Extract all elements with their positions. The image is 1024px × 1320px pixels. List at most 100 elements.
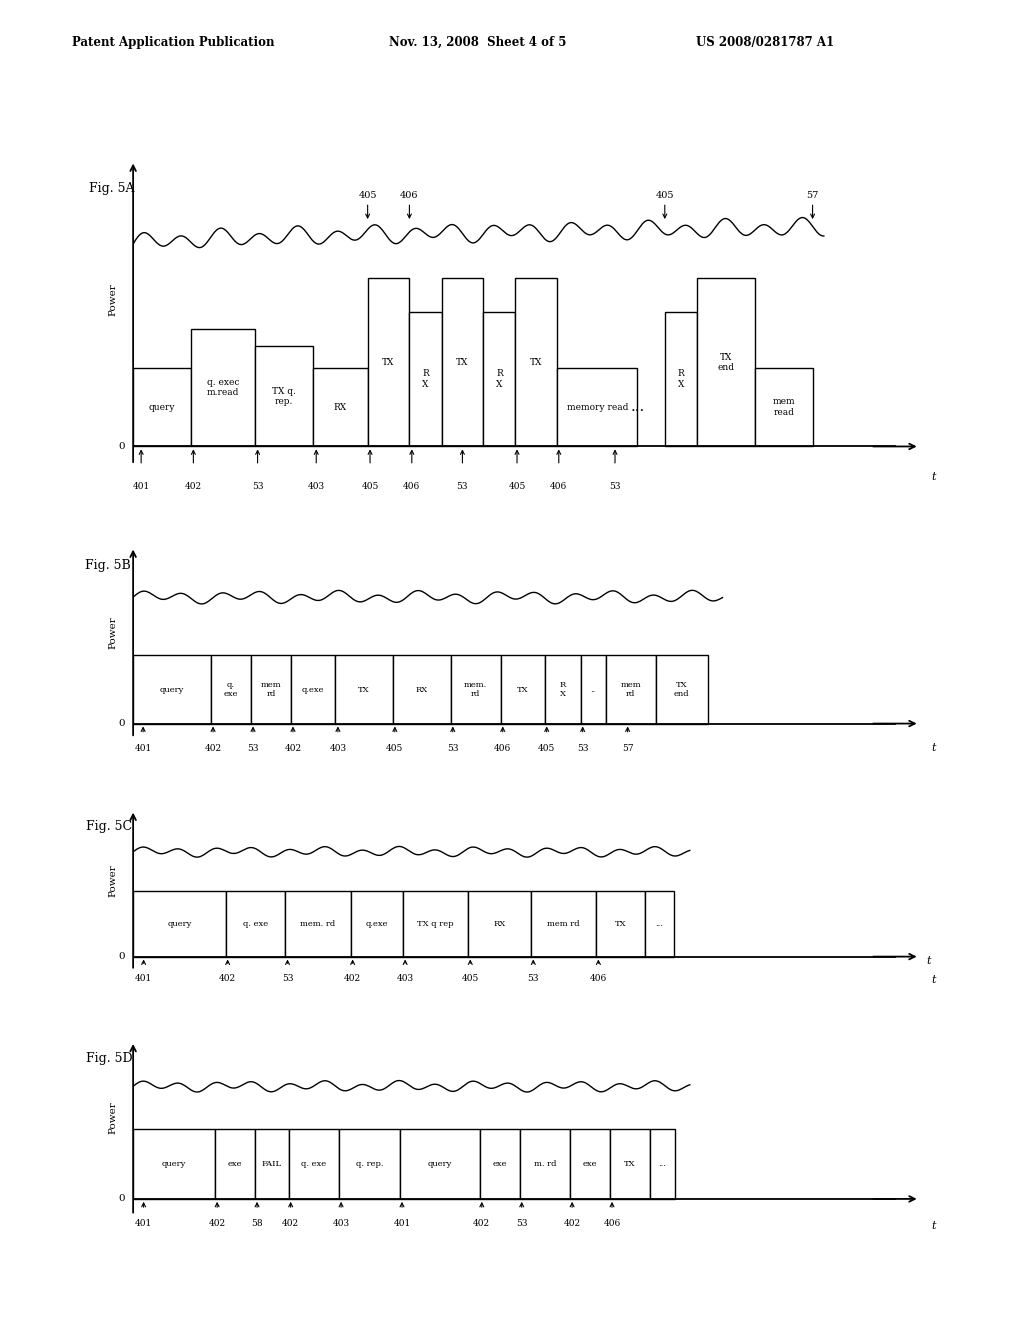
Text: q.exe: q.exe [302, 685, 325, 693]
Text: 403: 403 [307, 482, 325, 491]
Text: TX: TX [457, 358, 469, 367]
Text: R
X: R X [496, 370, 503, 389]
Text: RX: RX [334, 403, 347, 412]
Text: R
X: R X [559, 681, 566, 698]
Text: ...: ... [658, 1160, 667, 1168]
Text: TX: TX [624, 1160, 636, 1168]
Text: 58: 58 [251, 1220, 263, 1229]
Text: query: query [160, 685, 184, 693]
Bar [339, 1129, 400, 1199]
Text: Power: Power [109, 616, 117, 648]
Text: 402: 402 [344, 974, 361, 983]
Text: TX: TX [614, 920, 627, 928]
Text: memory read: memory read [566, 403, 628, 412]
Bar [605, 656, 655, 723]
Text: 403: 403 [333, 1220, 349, 1229]
Text: 405: 405 [655, 190, 674, 199]
Bar [410, 312, 441, 446]
Text: 406: 406 [603, 1220, 621, 1229]
Bar [368, 279, 410, 446]
Bar [400, 1129, 479, 1199]
Text: t: t [932, 743, 936, 752]
Text: TX q rep: TX q rep [418, 920, 454, 928]
Bar [451, 656, 501, 723]
Text: ...: ... [631, 400, 645, 414]
Text: q. exe: q. exe [243, 920, 268, 928]
Bar [313, 368, 368, 446]
Text: 402: 402 [219, 974, 237, 983]
Text: 403: 403 [330, 744, 346, 752]
Text: TX: TX [358, 685, 370, 693]
Text: q.exe: q.exe [366, 920, 388, 928]
Bar [289, 1129, 339, 1199]
Text: exe: exe [583, 1160, 597, 1168]
Text: 53: 53 [247, 744, 259, 752]
Bar [545, 656, 581, 723]
Text: 403: 403 [396, 974, 414, 983]
Text: mem. rd: mem. rd [300, 920, 336, 928]
Bar [479, 1129, 519, 1199]
Text: 53: 53 [447, 744, 459, 752]
Text: Fig. 5A: Fig. 5A [89, 182, 134, 195]
Text: 406: 406 [550, 482, 567, 491]
Text: m. rd: m. rd [534, 1160, 556, 1168]
Bar [483, 312, 515, 446]
Bar [610, 1129, 650, 1199]
Text: 402: 402 [184, 482, 202, 491]
Text: q.
exe: q. exe [224, 681, 239, 698]
Text: 57: 57 [806, 190, 819, 199]
Text: 405: 405 [361, 482, 379, 491]
Bar [133, 656, 211, 723]
Text: exe: exe [227, 1160, 243, 1168]
Bar [665, 312, 697, 446]
Bar [286, 891, 350, 957]
Bar [403, 891, 468, 957]
Text: 406: 406 [403, 482, 421, 491]
Text: ...: ... [655, 920, 664, 928]
Bar [515, 279, 557, 446]
Bar [519, 1129, 570, 1199]
Text: 401: 401 [393, 1220, 411, 1229]
Text: FAIL: FAIL [262, 1160, 282, 1168]
Text: Fig. 5D: Fig. 5D [86, 1052, 132, 1065]
Bar [190, 329, 255, 446]
Bar [251, 656, 291, 723]
Text: mem
rd: mem rd [621, 681, 641, 698]
Text: 53: 53 [282, 974, 293, 983]
Text: ..: .. [591, 685, 596, 693]
Bar [570, 1129, 610, 1199]
Text: mem
read: mem read [772, 397, 795, 417]
Text: Nov. 13, 2008  Sheet 4 of 5: Nov. 13, 2008 Sheet 4 of 5 [389, 36, 566, 49]
Text: 405: 405 [538, 744, 555, 752]
Bar [393, 656, 451, 723]
Text: mem.
rd: mem. rd [464, 681, 487, 698]
Bar [255, 346, 313, 446]
Bar [335, 656, 393, 723]
Bar [133, 891, 225, 957]
Text: TX: TX [517, 685, 528, 693]
Text: 406: 406 [400, 190, 419, 199]
Text: RX: RX [416, 685, 428, 693]
Bar [581, 656, 605, 723]
Text: query: query [148, 403, 175, 412]
Bar [501, 656, 545, 723]
Text: 401: 401 [132, 482, 150, 491]
Text: 0: 0 [119, 719, 125, 729]
Text: 405: 405 [386, 744, 403, 752]
Text: TX: TX [530, 358, 543, 367]
Text: q. exec
m.read: q. exec m.read [207, 378, 240, 397]
Text: TX
end: TX end [718, 352, 734, 372]
Text: exe: exe [493, 1160, 507, 1168]
Text: 0: 0 [119, 1195, 125, 1204]
Bar [755, 368, 813, 446]
Bar [225, 891, 286, 957]
Text: 405: 405 [508, 482, 525, 491]
Text: 401: 401 [135, 974, 153, 983]
Text: 53: 53 [516, 1220, 527, 1229]
Text: 0: 0 [119, 952, 125, 961]
Bar [441, 279, 483, 446]
Text: 401: 401 [134, 744, 152, 752]
Text: query: query [162, 1160, 186, 1168]
Text: 405: 405 [358, 190, 377, 199]
Bar [531, 891, 596, 957]
